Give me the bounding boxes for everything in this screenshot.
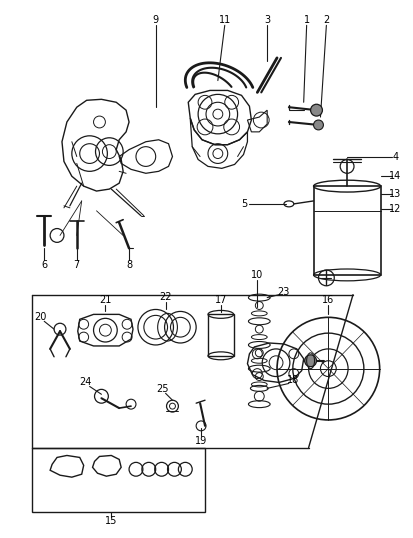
Text: 12: 12 [388, 204, 401, 214]
Text: 13: 13 [388, 189, 401, 199]
Text: 10: 10 [251, 270, 263, 280]
Text: 6: 6 [41, 260, 47, 270]
Text: 5: 5 [241, 199, 247, 209]
Text: 16: 16 [321, 295, 334, 305]
Text: 8: 8 [126, 260, 132, 270]
Text: 19: 19 [195, 436, 206, 445]
Text: 14: 14 [388, 171, 401, 181]
Circle shape [304, 355, 316, 367]
Text: 17: 17 [214, 295, 226, 305]
Text: 4: 4 [392, 152, 398, 161]
Text: 18: 18 [286, 376, 298, 386]
Text: 1: 1 [303, 16, 309, 25]
Bar [207, 314, 233, 356]
Text: 25: 25 [156, 384, 169, 394]
Text: 2: 2 [323, 16, 329, 25]
Text: 11: 11 [218, 16, 230, 25]
Text: 23: 23 [276, 287, 288, 296]
Text: 9: 9 [152, 16, 158, 25]
Text: 7: 7 [74, 260, 80, 270]
Text: 3: 3 [263, 16, 270, 25]
Text: 20: 20 [34, 313, 46, 322]
Circle shape [313, 120, 323, 130]
Text: 15: 15 [105, 515, 117, 526]
Circle shape [310, 104, 322, 116]
Bar [313, 186, 380, 275]
Text: 22: 22 [159, 292, 171, 302]
Text: 24: 24 [79, 378, 92, 387]
Bar [32, 448, 204, 512]
Text: 21: 21 [99, 295, 111, 305]
